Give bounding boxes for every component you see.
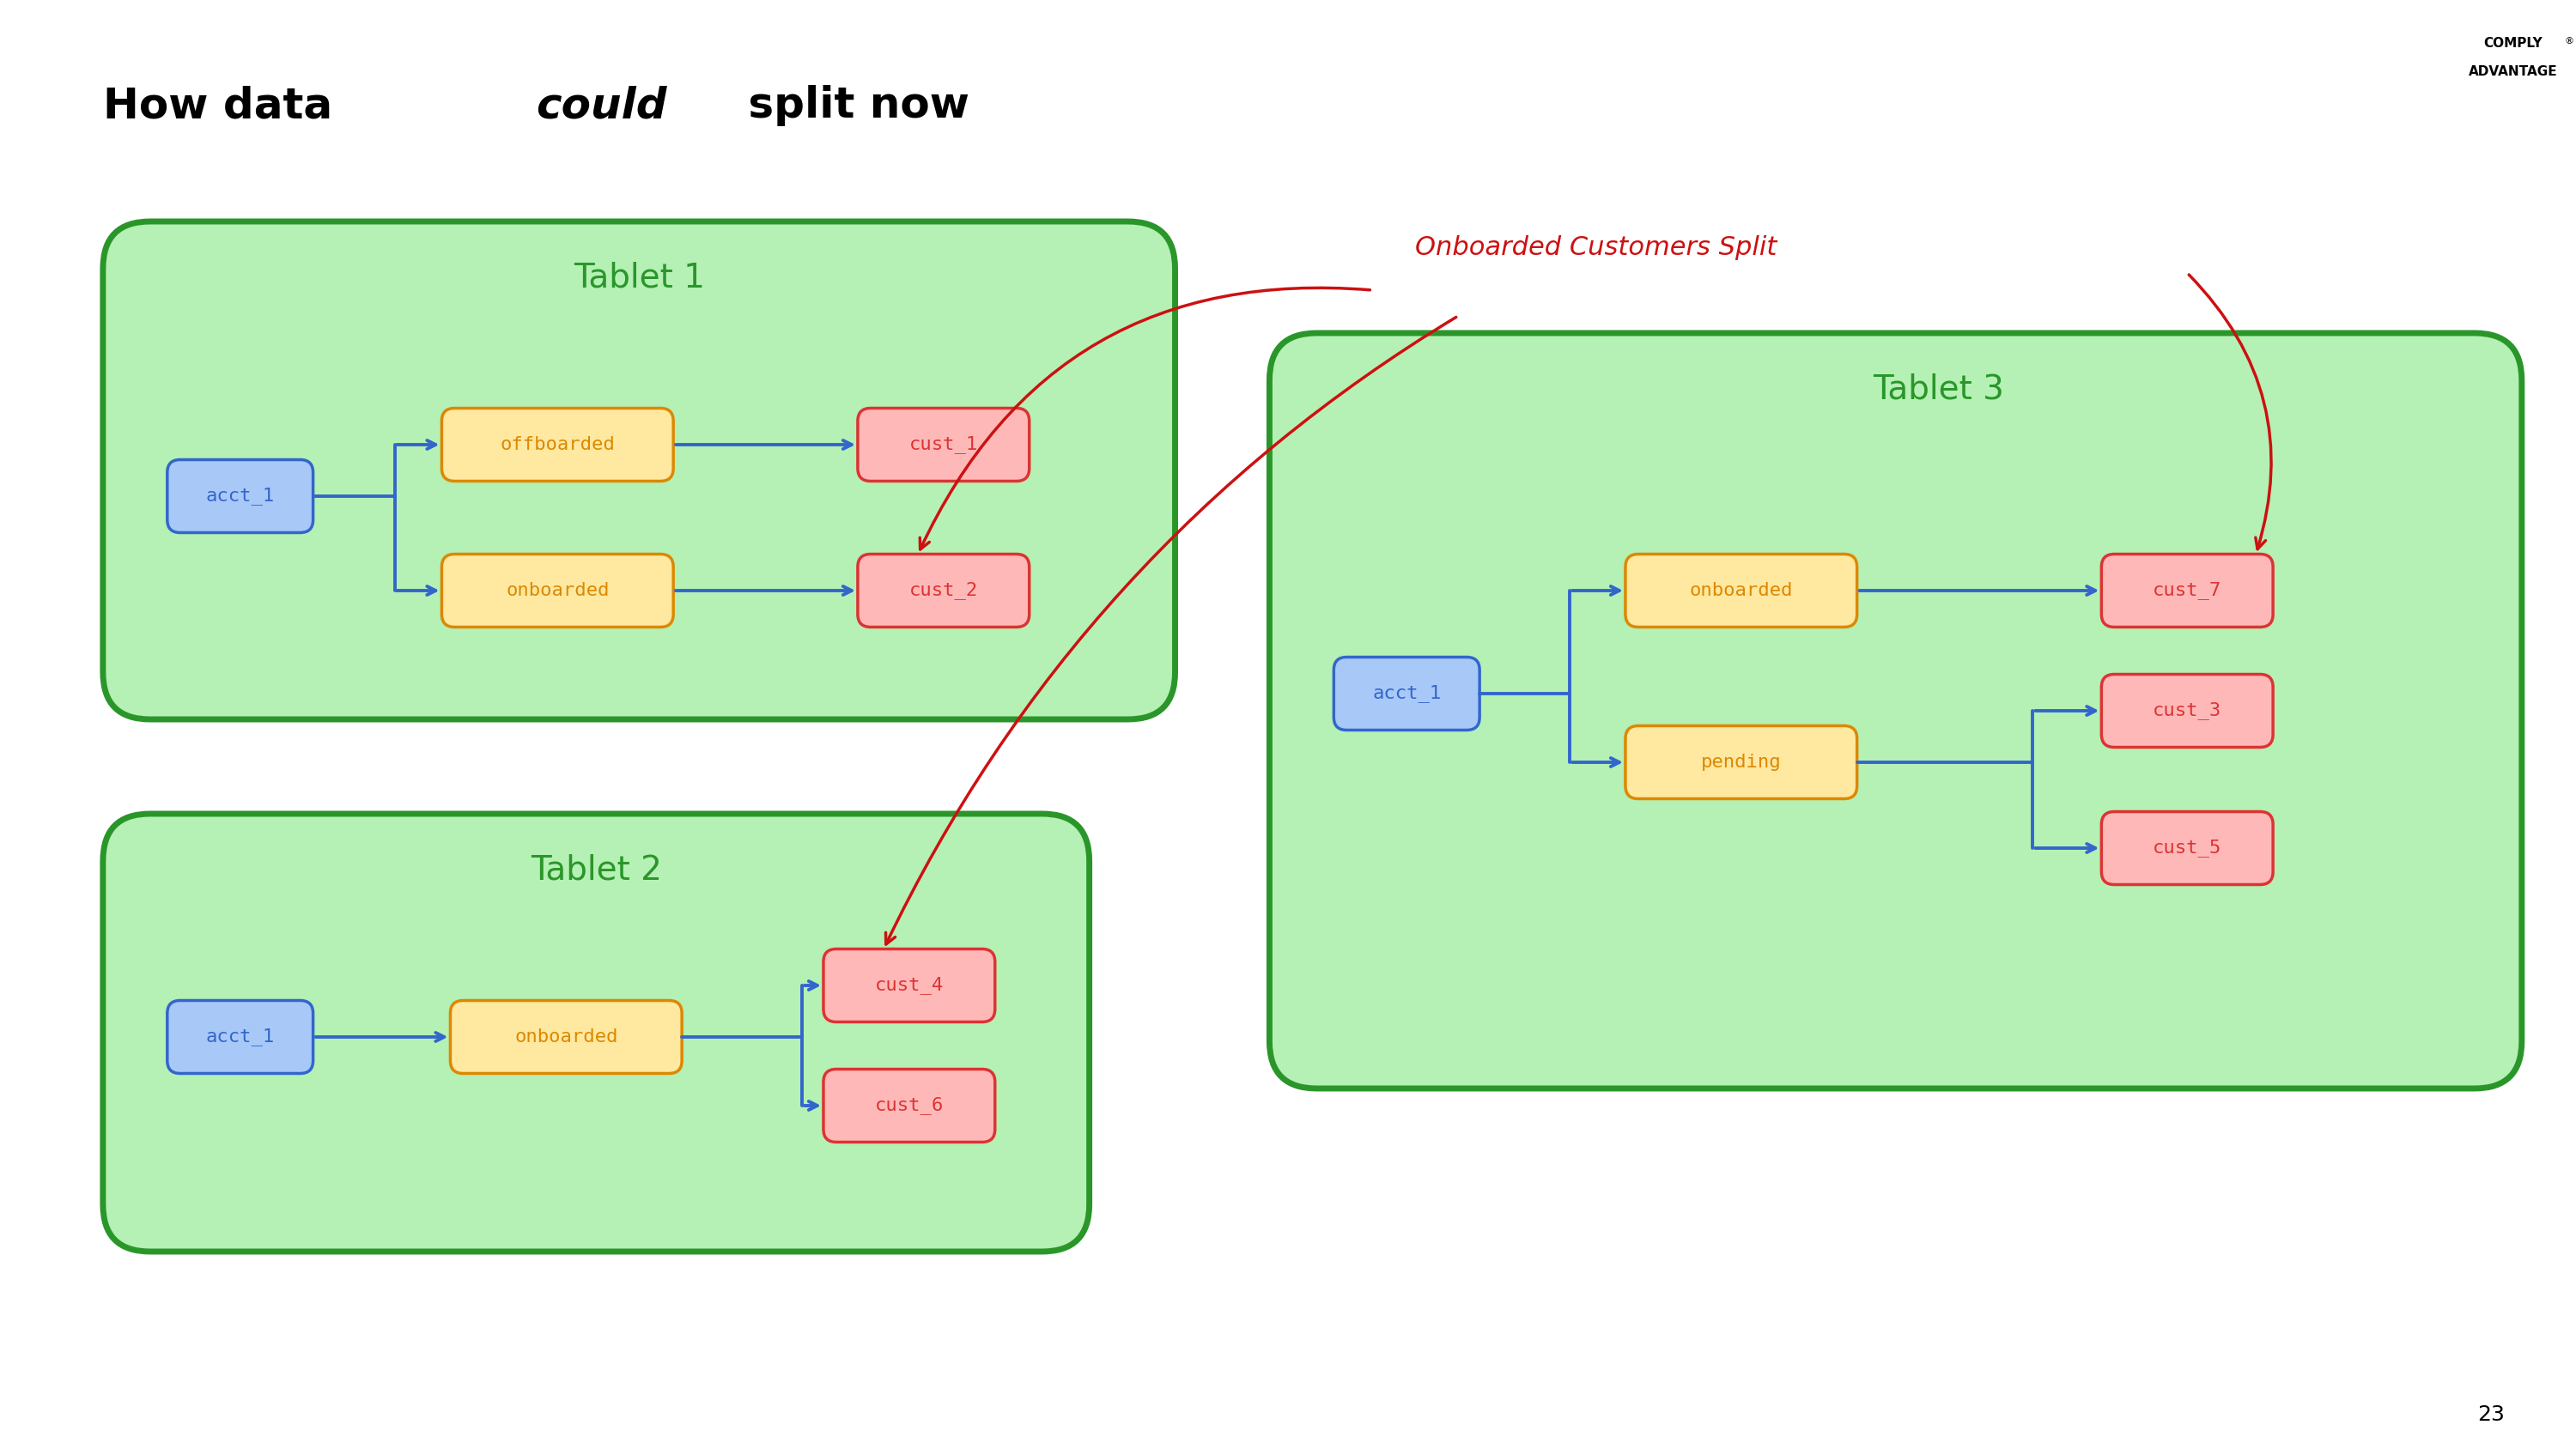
Text: Tablet 1: Tablet 1 — [574, 261, 706, 294]
FancyBboxPatch shape — [167, 459, 314, 533]
Text: onboarded: onboarded — [505, 582, 608, 600]
FancyBboxPatch shape — [1625, 554, 1857, 627]
Text: cust_6: cust_6 — [876, 1097, 943, 1114]
Text: offboarded: offboarded — [500, 436, 616, 454]
Text: Tablet 2: Tablet 2 — [531, 853, 662, 885]
FancyBboxPatch shape — [103, 814, 1090, 1252]
Text: acct_1: acct_1 — [206, 487, 276, 506]
Text: split now: split now — [734, 85, 969, 126]
Text: Onboarded Customers Split: Onboarded Customers Split — [1414, 235, 1777, 259]
FancyBboxPatch shape — [858, 554, 1030, 627]
FancyBboxPatch shape — [2102, 811, 2272, 884]
FancyBboxPatch shape — [824, 949, 994, 1022]
FancyBboxPatch shape — [440, 409, 672, 481]
Text: acct_1: acct_1 — [1373, 684, 1440, 703]
Text: acct_1: acct_1 — [206, 1027, 276, 1046]
Text: ®: ® — [2566, 36, 2573, 45]
Text: could: could — [536, 85, 667, 126]
FancyBboxPatch shape — [1270, 333, 2522, 1088]
FancyBboxPatch shape — [440, 554, 672, 627]
Text: Tablet 3: Tablet 3 — [1873, 372, 2004, 406]
FancyBboxPatch shape — [1334, 656, 1479, 730]
Text: onboarded: onboarded — [1690, 582, 1793, 600]
FancyBboxPatch shape — [858, 409, 1030, 481]
FancyBboxPatch shape — [824, 1069, 994, 1142]
Text: cust_7: cust_7 — [2154, 581, 2221, 600]
FancyBboxPatch shape — [103, 222, 1175, 719]
Text: How data: How data — [103, 85, 348, 126]
FancyBboxPatch shape — [2102, 674, 2272, 748]
Text: cust_3: cust_3 — [2154, 701, 2221, 720]
Text: 23: 23 — [2478, 1404, 2504, 1424]
Text: cust_2: cust_2 — [909, 581, 979, 600]
FancyBboxPatch shape — [2102, 554, 2272, 627]
FancyBboxPatch shape — [167, 1000, 314, 1074]
Text: COMPLY: COMPLY — [2483, 36, 2543, 49]
Text: cust_5: cust_5 — [2154, 839, 2221, 858]
Text: ADVANTAGE: ADVANTAGE — [2468, 65, 2558, 78]
Text: pending: pending — [1700, 753, 1783, 771]
Text: cust_1: cust_1 — [909, 436, 979, 454]
FancyBboxPatch shape — [1625, 726, 1857, 798]
Text: cust_4: cust_4 — [876, 977, 943, 994]
Text: onboarded: onboarded — [515, 1029, 618, 1046]
FancyBboxPatch shape — [451, 1000, 683, 1074]
